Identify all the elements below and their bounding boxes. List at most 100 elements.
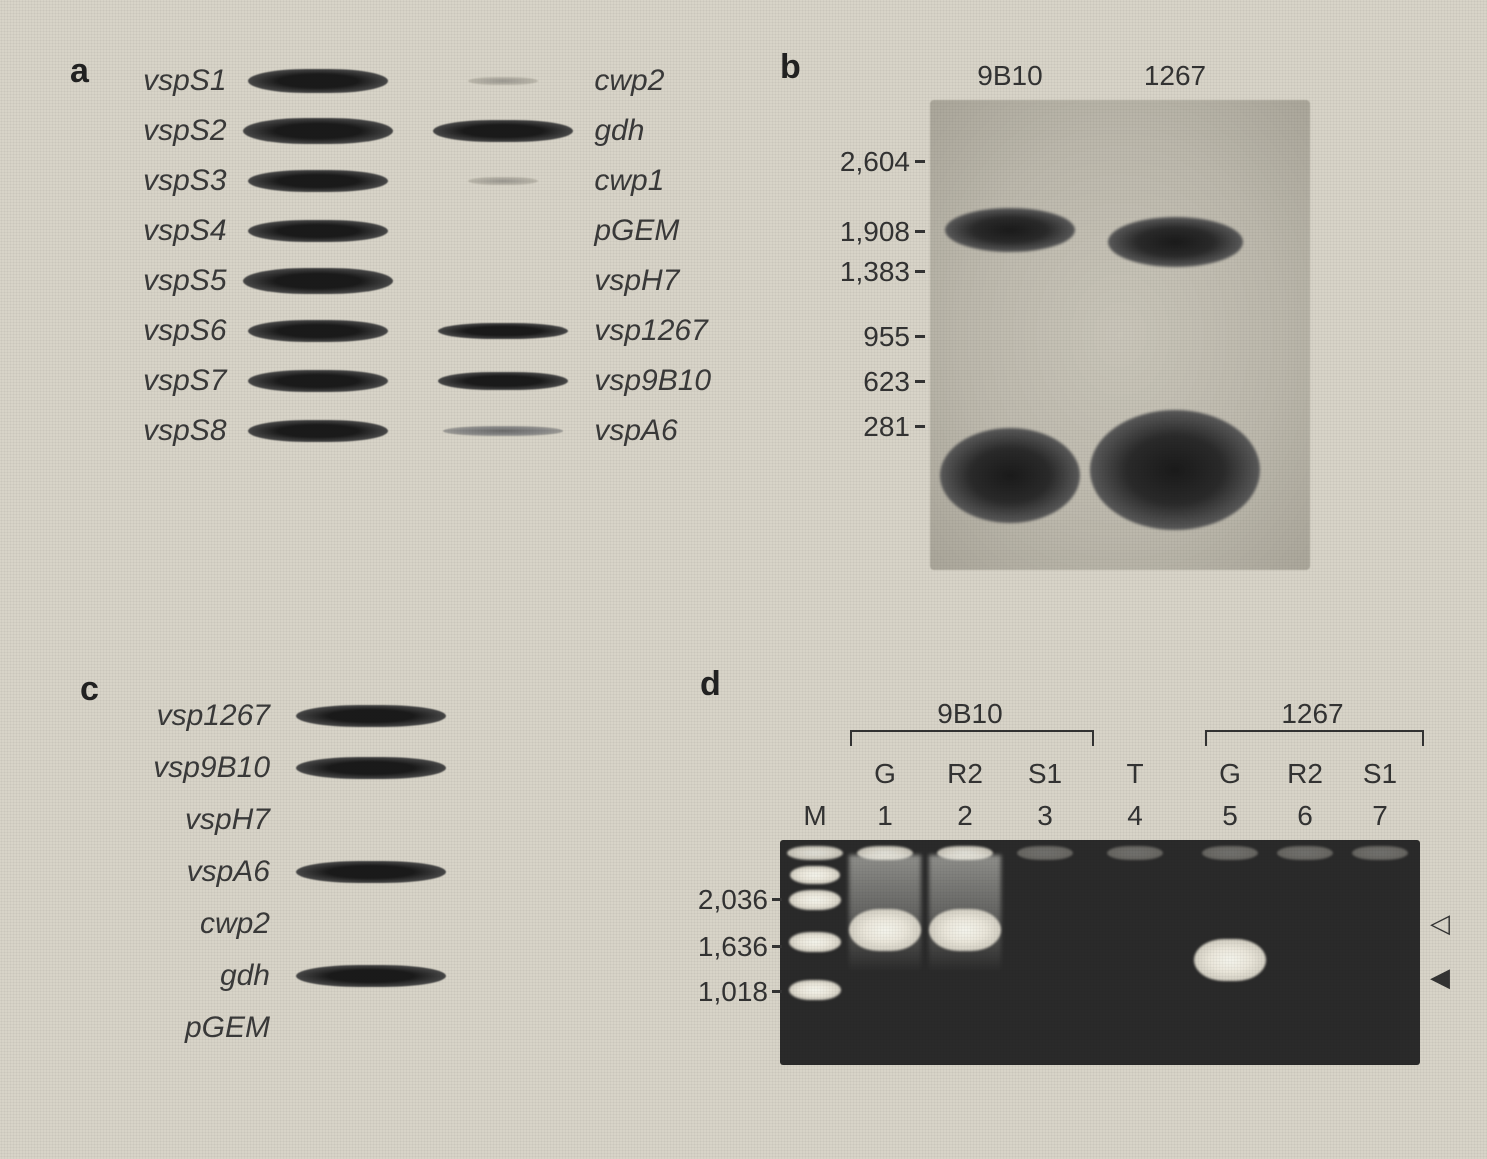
- panel-d-lane-number: 7: [1340, 800, 1420, 832]
- slot-blot-band: [296, 861, 446, 883]
- panel-a-row: vspS3 cwp1: [110, 156, 740, 206]
- panel-a-row: vspS2gdh: [110, 106, 740, 156]
- panel-a-left-label: vspS7: [110, 364, 241, 398]
- panel-d-lane-number: 5: [1190, 800, 1270, 832]
- panel-d-lane-condition: S1: [1340, 758, 1420, 790]
- panel-c-row: vspA6: [70, 846, 590, 898]
- ladder-band: [790, 866, 840, 884]
- ladder-band: [789, 932, 841, 952]
- slot-blot-band: [438, 323, 568, 339]
- panel-a-left-label: vspS4: [110, 214, 241, 248]
- panel-b-marker-label: 2,604: [760, 146, 910, 178]
- panel-d-lane-number: 4: [1095, 800, 1175, 832]
- panel-c: vsp1267 vsp9B10 vspH7 vspA6 cwp2 gdh pGEM: [70, 660, 590, 1054]
- tick: [915, 160, 925, 163]
- panel-a: vspS1 cwp2 vspS2gdh vspS3 cwp1 vspS4 pGEM vspS5…: [60, 50, 740, 456]
- panel-d-marker-lane-label: M: [775, 800, 855, 832]
- panel-a-right-label: cwp1: [580, 164, 740, 198]
- panel-a-left-label: vspS8: [110, 414, 241, 448]
- slot-blot-band: [243, 268, 393, 294]
- panel-c-row: cwp2: [70, 898, 590, 950]
- panel-a-row: vspS7 vsp9B10: [110, 356, 740, 406]
- slot-blot-band: [248, 69, 388, 93]
- slot-blot-band: [433, 120, 573, 142]
- panel-a-row: vspS6 vsp1267: [110, 306, 740, 356]
- panel-label-d: d: [700, 665, 721, 704]
- slot-blot-band: [248, 370, 388, 392]
- panel-a-row: vspS1 cwp2: [110, 56, 740, 106]
- pcr-band: [1194, 939, 1266, 981]
- panel-b-lane-header: 9B10: [960, 60, 1060, 92]
- slot-blot-band: [248, 420, 388, 442]
- tick: [772, 945, 782, 948]
- filled-arrow-icon: ◀: [1430, 962, 1450, 993]
- panel-c-row: vsp9B10: [70, 742, 590, 794]
- panel-a-row: vspS5vspH7: [110, 256, 740, 306]
- tick: [915, 335, 925, 338]
- panel-c-label: cwp2: [70, 907, 286, 941]
- tick: [915, 270, 925, 273]
- panel-c-row: vspH7: [70, 794, 590, 846]
- panel-d-group-header: 9B10: [850, 698, 1090, 730]
- panel-b-marker-label: 623: [760, 366, 910, 398]
- panel-d-lane-number: 1: [845, 800, 925, 832]
- panel-a-right-label: pGEM: [580, 214, 740, 248]
- panel-c-label: vsp1267: [70, 699, 286, 733]
- panel-d-lane-condition: T: [1095, 758, 1175, 790]
- panel-d-lane-condition: G: [1190, 758, 1270, 790]
- panel-c-row: gdh: [70, 950, 590, 1002]
- panel-a-right-label: vspA6: [580, 414, 740, 448]
- panel-a-left-label: vspS3: [110, 164, 241, 198]
- panel-d-lane-number: 2: [925, 800, 1005, 832]
- slot-blot-band: [248, 320, 388, 342]
- slot-blot-band: [296, 705, 446, 727]
- panel-a-right-label: vsp9B10: [580, 364, 740, 398]
- panel-a-right-label: vsp1267: [580, 314, 740, 348]
- panel-a-row: vspS8 vspA6: [110, 406, 740, 456]
- panel-a-left-label: vspS5: [110, 264, 241, 298]
- panel-d-marker-label: 1,636: [660, 931, 768, 963]
- northern-blot-band: [940, 428, 1080, 523]
- panel-a-left-label: vspS6: [110, 314, 241, 348]
- panel-a-right-label: cwp2: [580, 64, 740, 98]
- panel-d-lane-number: 3: [1005, 800, 1085, 832]
- panel-c-label: pGEM: [70, 1011, 286, 1045]
- gel-well: [787, 846, 843, 860]
- slot-blot-band: [438, 372, 568, 390]
- slot-blot-band: [243, 118, 393, 144]
- panel-a-left-label: vspS1: [110, 64, 241, 98]
- panel-c-label: vspA6: [70, 855, 286, 889]
- slot-blot-band: [443, 426, 563, 436]
- panel-d-lane-condition: R2: [1265, 758, 1345, 790]
- panel-d-marker-label: 1,018: [660, 976, 768, 1008]
- panel-c-row: vsp1267: [70, 690, 590, 742]
- panel-a-row: vspS4 pGEM: [110, 206, 740, 256]
- panel-d-lane-condition: G: [845, 758, 925, 790]
- ladder-band: [789, 980, 841, 1000]
- tick: [915, 230, 925, 233]
- gel-well: [1352, 846, 1408, 860]
- northern-blot-band: [945, 208, 1075, 252]
- panel-c-row: pGEM: [70, 1002, 590, 1054]
- slot-blot-band: [248, 220, 388, 242]
- northern-blot-band: [1108, 217, 1243, 267]
- slot-blot-band: [468, 77, 538, 85]
- gel-well: [1202, 846, 1258, 860]
- panel-c-label: gdh: [70, 959, 286, 993]
- slot-blot-band: [248, 170, 388, 192]
- tick: [772, 990, 782, 993]
- panel-b-marker-label: 1,383: [760, 256, 910, 288]
- gel-well: [1017, 846, 1073, 860]
- panel-c-label: vsp9B10: [70, 751, 286, 785]
- slot-blot-band: [296, 757, 446, 779]
- ladder-band: [789, 890, 841, 910]
- open-arrow-icon: ◁: [1430, 908, 1450, 939]
- panel-d-lane-condition: S1: [1005, 758, 1085, 790]
- panel-d-group-header: 1267: [1205, 698, 1420, 730]
- panel-c-label: vspH7: [70, 803, 286, 837]
- panel-b-lane-header: 1267: [1125, 60, 1225, 92]
- panel-b: 9B1012672,6041,9081,383955623281: [760, 30, 1380, 570]
- slot-blot-band: [296, 965, 446, 987]
- panel-d-marker-label: 2,036: [660, 884, 768, 916]
- group-bracket: [850, 730, 1094, 746]
